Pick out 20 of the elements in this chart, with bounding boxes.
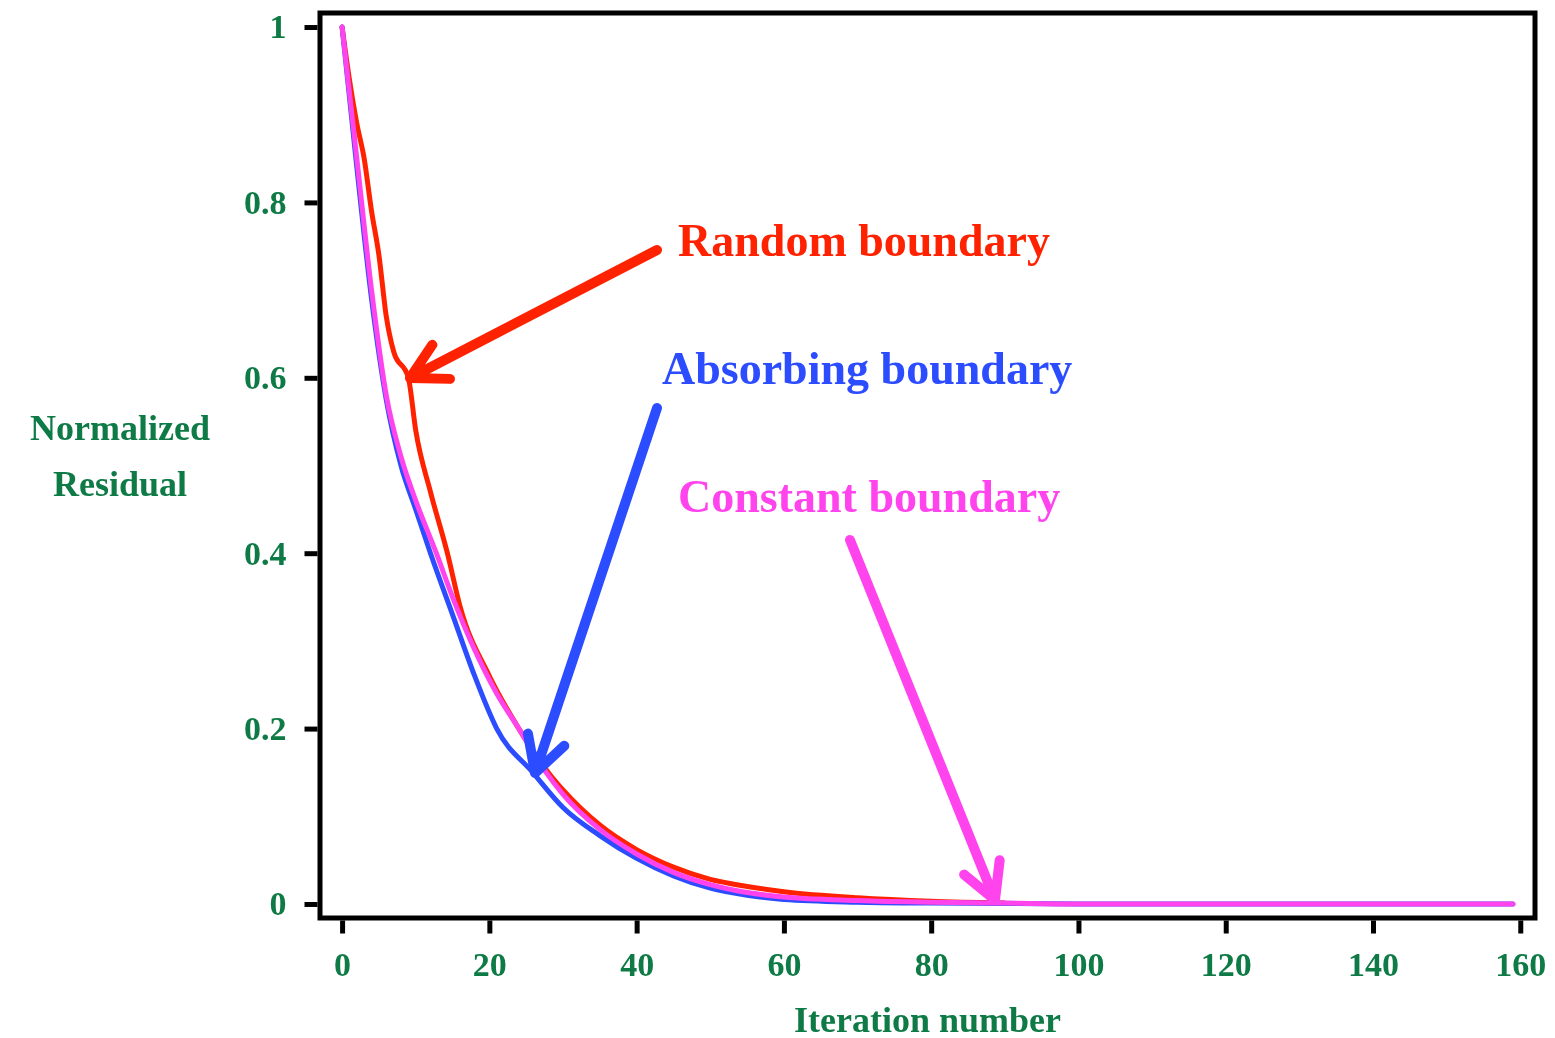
x-axis-title: Iteration number [794, 1000, 1062, 1038]
x-tick-label: 60 [767, 945, 802, 983]
y-tick-label: 0 [269, 885, 287, 923]
x-tick-label: 100 [1053, 945, 1105, 983]
y-axis-title: Normalized Residual [30, 408, 210, 504]
y-tick-label: 1 [269, 8, 287, 46]
x-tick-label: 140 [1348, 945, 1399, 983]
x-tick-label: 160 [1495, 945, 1547, 983]
x-tick-label: 80 [914, 945, 949, 983]
y-tick-label: 0.4 [244, 534, 287, 572]
y-tick-label: 0.2 [244, 709, 287, 747]
x-tick-label: 120 [1200, 945, 1252, 983]
text: Absorbing boundary [662, 343, 1073, 394]
x-tick-label: 0 [334, 945, 352, 983]
x-tick-label: 40 [620, 945, 655, 983]
y-tick-label: 0.8 [244, 183, 287, 221]
y-tick-label: 0.6 [244, 359, 287, 397]
text: Constant boundary [678, 471, 1061, 522]
text: Random boundary [678, 215, 1050, 266]
x-tick-label: 20 [472, 945, 507, 983]
